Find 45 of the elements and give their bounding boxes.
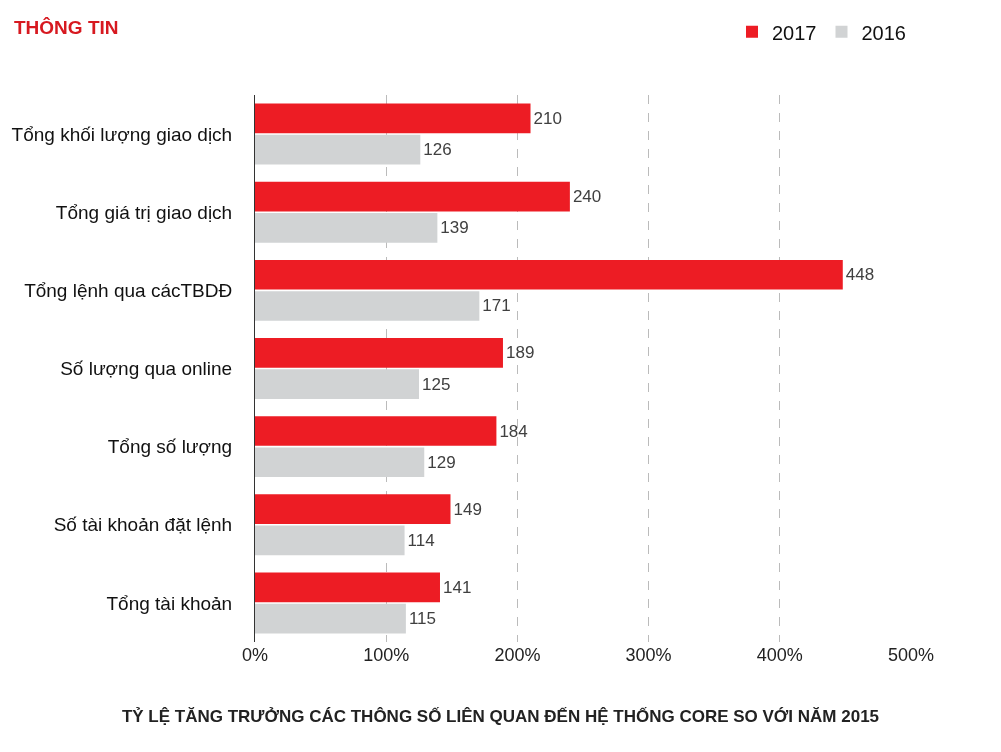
text: TỶ LỆ TĂNG TRƯỞNG CÁC THÔNG SỐ LIÊN QUAN ĐẾN HỆ THỐNG CORE SO VỚI NĂM 2015 xyxy=(121,705,880,726)
y-tick-label: Số tài khoản đặt lệnh xyxy=(53,514,233,536)
x-tick-label: 200% xyxy=(494,645,541,665)
x-tick-label: 500% xyxy=(887,645,935,665)
x-tick-label: 0% xyxy=(241,645,269,665)
text: THÔNG TIN xyxy=(14,17,119,38)
data-label: 189 xyxy=(505,343,535,363)
y-tick-label: Số lượng qua online xyxy=(60,358,233,380)
bar xyxy=(255,416,497,446)
legend-label: 2016 xyxy=(861,21,906,44)
data-label: 129 xyxy=(427,452,456,472)
data-label: 125 xyxy=(422,374,451,394)
bar xyxy=(255,525,405,556)
data-label: 149 xyxy=(453,499,482,519)
data-label: 240 xyxy=(572,187,602,207)
x-tick-label: 400% xyxy=(756,645,803,665)
bar xyxy=(255,213,438,243)
data-label: 126 xyxy=(423,140,452,160)
bar xyxy=(255,494,451,524)
x-tick-label: 300% xyxy=(625,645,672,665)
data-label: 210 xyxy=(533,108,562,128)
bar xyxy=(255,603,406,634)
y-tick-label: Tổng lệnh qua cácTBDĐ xyxy=(24,280,233,302)
data-label: 184 xyxy=(499,421,528,441)
data-label: 448 xyxy=(845,265,875,285)
bar xyxy=(255,103,531,134)
y-tick-label: Tổng tài khoản xyxy=(106,592,233,614)
bar xyxy=(255,181,570,212)
data-label: 115 xyxy=(408,609,436,629)
bar xyxy=(255,134,421,165)
bar xyxy=(255,572,440,603)
data-label: 141 xyxy=(442,577,472,597)
y-tick-label: Tổng khối lượng giao dịch xyxy=(11,123,233,145)
bar xyxy=(255,447,425,478)
data-label: 171 xyxy=(482,296,511,316)
y-tick-label: Tổng giá trị giao dịch xyxy=(55,201,233,223)
bar xyxy=(255,259,843,290)
legend-label: 2017 xyxy=(772,21,817,44)
data-label: 114 xyxy=(407,530,435,550)
data-label: 139 xyxy=(440,218,469,238)
bar xyxy=(255,369,419,399)
bar xyxy=(255,291,480,321)
bar xyxy=(255,338,503,368)
y-tick-label: Tổng số lượng xyxy=(107,436,233,458)
x-tick-label: 100% xyxy=(363,645,410,665)
